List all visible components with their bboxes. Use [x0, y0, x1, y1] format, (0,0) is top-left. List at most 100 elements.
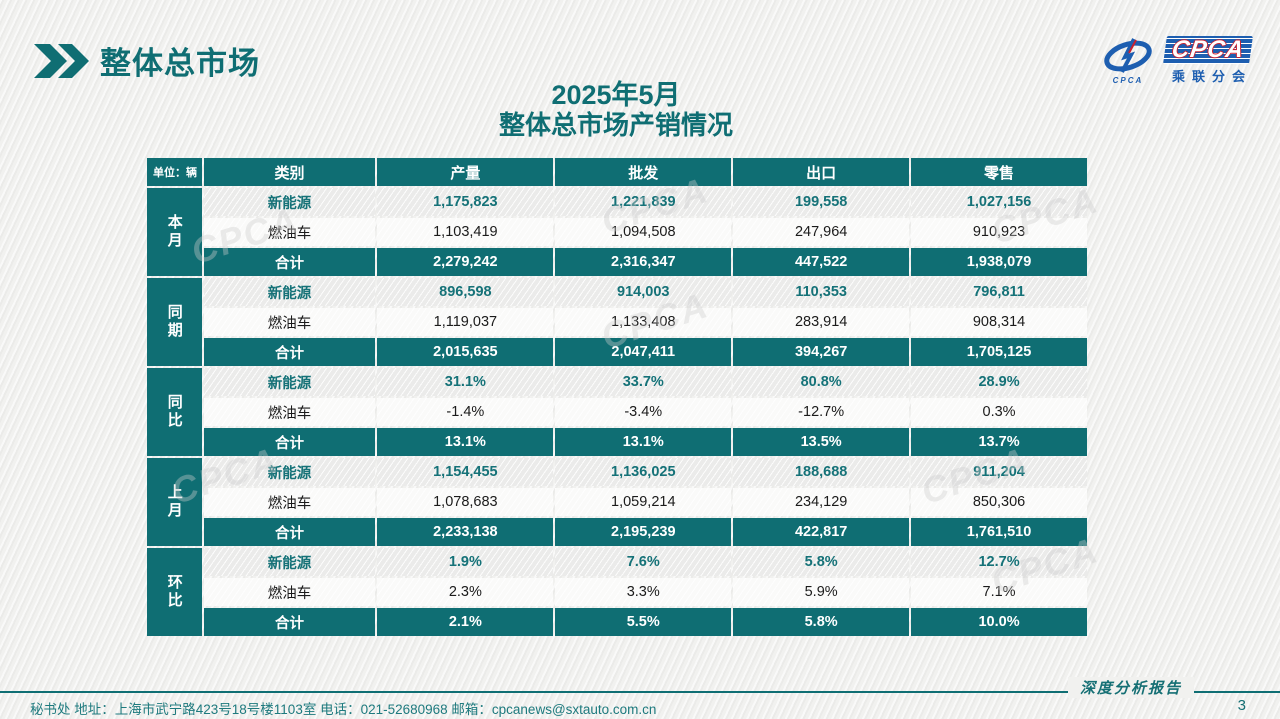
logo-wordmark: CPCA 乘联分会: [1163, 36, 1254, 85]
value-cell: 896,598: [377, 278, 554, 306]
value-cell: 12.7%: [911, 548, 1087, 576]
value-cell: 1,136,025: [555, 458, 732, 486]
value-cell: 5.9%: [733, 578, 910, 606]
cpca-logo: CPCA CPCA 乘联分会: [1101, 36, 1254, 85]
col-header-production: 产量: [377, 158, 554, 186]
table-row: 同比 新能源 31.1% 33.7% 80.8% 28.9%: [147, 368, 1087, 456]
category-cell: 合计: [203, 428, 376, 456]
value-cell: 1,027,156: [911, 188, 1087, 216]
col-header-retail: 零售: [911, 158, 1087, 186]
col-header-category: 类别: [203, 158, 376, 186]
group-label-yoy: 同比: [147, 368, 202, 456]
category-cell: 燃油车: [203, 308, 376, 336]
value-cell: 1,175,823: [377, 188, 554, 216]
table-row: 燃油车 2.3% 3.3% 5.9% 7.1%: [147, 578, 1087, 606]
table-row: 燃油车 -1.4% -3.4% -12.7% 0.3%: [147, 398, 1087, 426]
value-cell: 80.8%: [733, 368, 910, 396]
value-cell: 2,195,239: [555, 518, 732, 546]
group-label-this-month: 本月: [147, 188, 202, 276]
section-title: 整体总市场: [100, 46, 260, 81]
table-row: 燃油车 1,103,419 1,094,508 247,964 910,923: [147, 218, 1087, 246]
value-cell: 911,204: [911, 458, 1087, 486]
header: 整体总市场: [34, 38, 260, 83]
table-row: 燃油车 1,119,037 1,133,408 283,914 908,314: [147, 308, 1087, 336]
category-cell: 燃油车: [203, 398, 376, 426]
value-cell: 2,015,635: [377, 338, 554, 366]
value-cell: 1,119,037: [377, 308, 554, 336]
table-row: 合计 13.1% 13.1% 13.5% 13.7%: [147, 428, 1087, 456]
value-cell: 188,688: [733, 458, 910, 486]
table-row: 本月 新能源 1,175,823 1,221,839 199,558 1,027…: [147, 188, 1087, 276]
value-cell: 0.3%: [911, 398, 1087, 426]
category-cell: 合计: [203, 608, 376, 636]
cpca-emblem-icon: CPCA: [1104, 37, 1152, 85]
logo-brand-subtext: 乘联分会: [1171, 69, 1252, 84]
value-cell: 10.0%: [911, 608, 1087, 636]
group-label-same-period: 同期: [147, 278, 202, 366]
value-cell: 908,314: [911, 308, 1087, 336]
value-cell: 910,923: [911, 218, 1087, 246]
value-cell: 796,811: [911, 278, 1087, 306]
value-cell: 199,558: [733, 188, 910, 216]
value-cell: 283,914: [733, 308, 910, 336]
value-cell: 914,003: [555, 278, 732, 306]
logo-brand-text: CPCA: [1170, 36, 1247, 63]
table-header-row: 单位：辆 类别 产量 批发 出口 零售: [147, 158, 1087, 186]
value-cell: 1,094,508: [555, 218, 732, 246]
value-cell: 422,817: [733, 518, 910, 546]
value-cell: 447,522: [733, 248, 910, 276]
value-cell: 2,279,242: [377, 248, 554, 276]
value-cell: 394,267: [733, 338, 910, 366]
value-cell: 13.1%: [555, 428, 732, 456]
col-header-export: 出口: [733, 158, 910, 186]
value-cell: 1,154,455: [377, 458, 554, 486]
footer-rule: [0, 691, 1280, 693]
table-row: 同期 新能源 896,598 914,003 110,353 796,811: [147, 278, 1087, 366]
value-cell: -3.4%: [555, 398, 732, 426]
table-row: 合计 2,279,242 2,316,347 447,522 1,938,079: [147, 248, 1087, 276]
value-cell: 110,353: [733, 278, 910, 306]
unit-label: 单位：辆: [147, 158, 202, 186]
value-cell: -1.4%: [377, 398, 554, 426]
category-cell: 燃油车: [203, 218, 376, 246]
category-cell: 新能源: [203, 458, 376, 486]
logo-band: CPCA: [1163, 36, 1254, 64]
value-cell: 31.1%: [377, 368, 554, 396]
value-cell: 1,059,214: [555, 488, 732, 516]
market-table: 单位：辆 类别 产量 批发 出口 零售 本月 新能源 1,175,823 1,2…: [145, 156, 1089, 638]
value-cell: 13.1%: [377, 428, 554, 456]
category-cell: 合计: [203, 518, 376, 546]
footer-contact-info: 秘书处 地址：上海市武宁路423号18号楼1103室 电话：021-526809…: [30, 702, 657, 717]
group-label-last-month: 上月: [147, 458, 202, 546]
table-title-text: 整体总市场产销情况: [498, 110, 733, 140]
value-cell: 1,078,683: [377, 488, 554, 516]
table-row: 环比 新能源 1.9% 7.6% 5.8% 12.7%: [147, 548, 1087, 636]
col-header-wholesale: 批发: [555, 158, 732, 186]
value-cell: -12.7%: [733, 398, 910, 426]
value-cell: 1,705,125: [911, 338, 1087, 366]
value-cell: 1,938,079: [911, 248, 1087, 276]
value-cell: 28.9%: [911, 368, 1087, 396]
value-cell: 850,306: [911, 488, 1087, 516]
category-cell: 新能源: [203, 368, 376, 396]
value-cell: 2,047,411: [555, 338, 732, 366]
category-cell: 合计: [203, 338, 376, 366]
value-cell: 13.5%: [733, 428, 910, 456]
report-type-label: 深度分析报告: [1067, 677, 1194, 698]
value-cell: 2.3%: [377, 578, 554, 606]
category-cell: 新能源: [203, 548, 376, 576]
category-cell: 新能源: [203, 278, 376, 306]
value-cell: 1,103,419: [377, 218, 554, 246]
table-row: 燃油车 1,078,683 1,059,214 234,129 850,306: [147, 488, 1087, 516]
value-cell: 247,964: [733, 218, 910, 246]
value-cell: 5.8%: [733, 608, 910, 636]
value-cell: 3.3%: [555, 578, 732, 606]
value-cell: 2,316,347: [555, 248, 732, 276]
page-number: 3: [1237, 697, 1246, 714]
table-title: 2025年5月 整体总市场产销情况: [145, 80, 1087, 140]
value-cell: 33.7%: [555, 368, 732, 396]
value-cell: 2.1%: [377, 608, 554, 636]
emblem-caption: CPCA: [1113, 76, 1144, 85]
value-cell: 13.7%: [911, 428, 1087, 456]
table-row: 合计 2,015,635 2,047,411 394,267 1,705,125: [147, 338, 1087, 366]
